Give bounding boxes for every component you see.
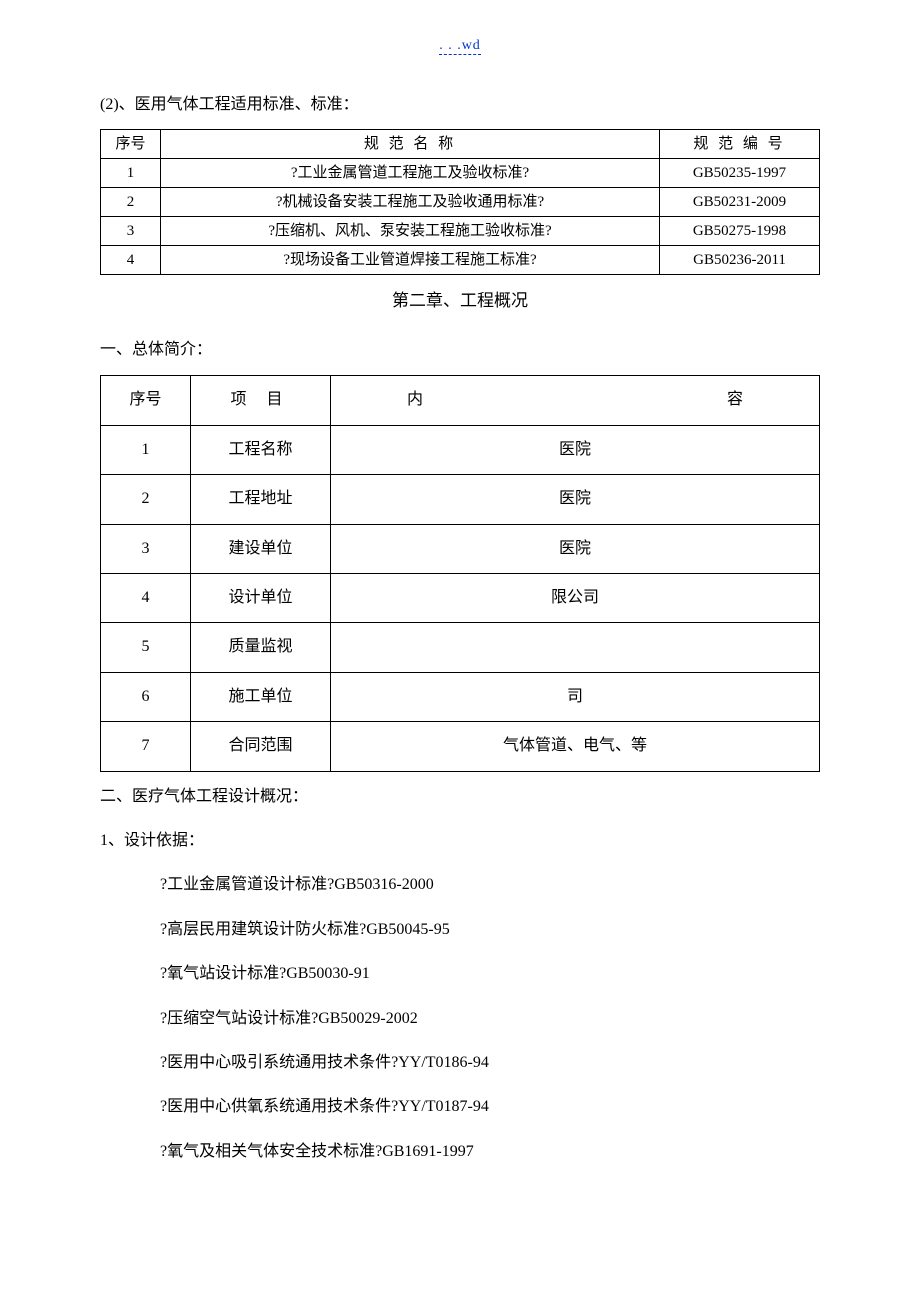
cell-no: 4 xyxy=(101,574,191,623)
col-item-header: 项 目 xyxy=(191,376,331,425)
cell-no: 5 xyxy=(101,623,191,672)
cell-code: GB50231-2009 xyxy=(660,187,820,216)
table-row: 4 ?现场设备工业管道焊接工程施工标准? GB50236-2011 xyxy=(101,245,820,274)
table-row: 5 质量监视 xyxy=(101,623,820,672)
list-item: ?医用中心吸引系统通用技术条件?YY/T0186-94 xyxy=(160,1048,820,1078)
cell-name: ?机械设备安装工程施工及验收通用标准? xyxy=(161,187,660,216)
design-basis-list: ?工业金属管道设计标准?GB50316-2000 ?高层民用建筑设计防火标准?G… xyxy=(100,870,820,1167)
cell-name: ?压缩机、风机、泵安装工程施工验收标准? xyxy=(161,216,660,245)
cell-item: 工程地址 xyxy=(191,475,331,524)
list-item: ?氧气站设计标准?GB50030-91 xyxy=(160,959,820,989)
overview-table: 序号 项 目 内容 1 工程名称 医院 2 工程地址 医院 3 建设单位 医院 … xyxy=(100,375,820,771)
cell-item: 合同范围 xyxy=(191,722,331,771)
design-basis-title: 1、设计依据： xyxy=(100,826,820,856)
table-header-row: 序号 项 目 内容 xyxy=(101,376,820,425)
table-row: 2 工程地址 医院 xyxy=(101,475,820,524)
table-row: 1 工程名称 医院 xyxy=(101,425,820,474)
cell-item: 建设单位 xyxy=(191,524,331,573)
cell-code: GB50275-1998 xyxy=(660,216,820,245)
cell-content: 医院 xyxy=(331,475,820,524)
cell-content: 限公司 xyxy=(331,574,820,623)
table-row: 2 ?机械设备安装工程施工及验收通用标准? GB50231-2009 xyxy=(101,187,820,216)
table-row: 4 设计单位 限公司 xyxy=(101,574,820,623)
cell-code: GB50235-1997 xyxy=(660,158,820,187)
content-header-left: 内 xyxy=(407,391,727,408)
cell-no: 1 xyxy=(101,158,161,187)
cell-name: ?现场设备工业管道焊接工程施工标准? xyxy=(161,245,660,274)
cell-item: 设计单位 xyxy=(191,574,331,623)
table-row: 7 合同范围 气体管道、电气、等 xyxy=(101,722,820,771)
col-code-header: 规 范 编 号 xyxy=(660,129,820,158)
page-header-link: . . .wd xyxy=(100,30,820,60)
standards-table: 序号 规 范 名 称 规 范 编 号 1 ?工业金属管道工程施工及验收标准? G… xyxy=(100,129,820,275)
cell-no: 3 xyxy=(101,524,191,573)
cell-content: 气体管道、电气、等 xyxy=(331,722,820,771)
cell-no: 2 xyxy=(101,187,161,216)
cell-content: 医院 xyxy=(331,425,820,474)
col-content-header: 内容 xyxy=(331,376,820,425)
cell-no: 4 xyxy=(101,245,161,274)
cell-content xyxy=(331,623,820,672)
table-header-row: 序号 规 范 名 称 规 范 编 号 xyxy=(101,129,820,158)
cell-no: 1 xyxy=(101,425,191,474)
cell-item: 施工单位 xyxy=(191,672,331,721)
cell-item: 工程名称 xyxy=(191,425,331,474)
cell-content: 医院 xyxy=(331,524,820,573)
cell-no: 6 xyxy=(101,672,191,721)
table-row: 3 建设单位 医院 xyxy=(101,524,820,573)
list-item: ?氧气及相关气体安全技术标准?GB1691-1997 xyxy=(160,1137,820,1167)
standards-section-title: (2)、医用气体工程适用标准、标准： xyxy=(100,90,820,120)
content-header-right: 容 xyxy=(727,391,743,408)
cell-item: 质量监视 xyxy=(191,623,331,672)
list-item: ?压缩空气站设计标准?GB50029-2002 xyxy=(160,1004,820,1034)
cell-name: ?工业金属管道工程施工及验收标准? xyxy=(161,158,660,187)
col-name-header: 规 范 名 称 xyxy=(161,129,660,158)
header-link-text: . . .wd xyxy=(439,38,481,55)
cell-content: 司 xyxy=(331,672,820,721)
cell-code: GB50236-2011 xyxy=(660,245,820,274)
list-item: ?高层民用建筑设计防火标准?GB50045-95 xyxy=(160,915,820,945)
col-no-header: 序号 xyxy=(101,376,191,425)
design-overview-title: 二、医疗气体工程设计概况： xyxy=(100,782,820,812)
cell-no: 3 xyxy=(101,216,161,245)
table-row: 3 ?压缩机、风机、泵安装工程施工验收标准? GB50275-1998 xyxy=(101,216,820,245)
cell-no: 2 xyxy=(101,475,191,524)
chapter-title: 第二章、工程概况 xyxy=(100,285,820,317)
overview-section-title: 一、总体简介： xyxy=(100,335,820,365)
list-item: ?工业金属管道设计标准?GB50316-2000 xyxy=(160,870,820,900)
table-row: 6 施工单位 司 xyxy=(101,672,820,721)
cell-no: 7 xyxy=(101,722,191,771)
table-row: 1 ?工业金属管道工程施工及验收标准? GB50235-1997 xyxy=(101,158,820,187)
col-no-header: 序号 xyxy=(101,129,161,158)
list-item: ?医用中心供氧系统通用技术条件?YY/T0187-94 xyxy=(160,1092,820,1122)
